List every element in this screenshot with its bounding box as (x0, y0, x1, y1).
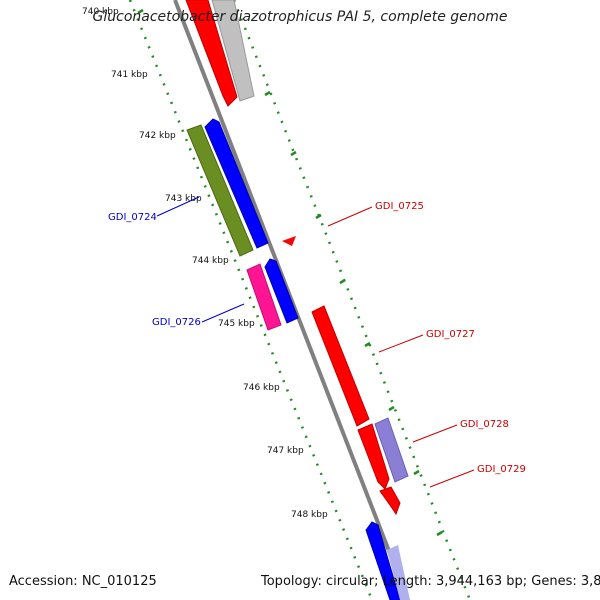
ruler-label: 740 kbp (82, 7, 119, 17)
gene-blue-long (204, 118, 269, 249)
gene-red-mid (357, 423, 390, 490)
ruler-label: 747 kbp (267, 446, 304, 456)
gene-lilac-bottom (387, 545, 410, 600)
gene-red-top (185, 0, 238, 107)
gene-red-long (311, 305, 370, 427)
forward-strand-genes (311, 305, 410, 600)
ruler-label: 746 kbp (243, 383, 280, 393)
ruler-label: 742 kbp (139, 131, 176, 141)
gene-red-marker (282, 236, 296, 246)
ruler-labels: 740 kbp 741 kbp 742 kbp 743 kbp 744 kbp … (82, 7, 328, 520)
gene-label-gdi-0725[interactable]: GDI_0725 (375, 201, 424, 212)
gene-label-gdi-0729[interactable]: GDI_0729 (477, 464, 526, 475)
ruler-label: 744 kbp (192, 256, 229, 266)
ruler-label: 745 kbp (218, 319, 255, 329)
gene-label-gdi-0728[interactable]: GDI_0728 (460, 419, 509, 430)
accession-text: Accession: NC_010125 (9, 574, 157, 589)
gene-purple (374, 417, 409, 483)
map-title: Gluconacetobacter diazotrophicus PAI 5, … (92, 9, 508, 25)
gene-blue-short (264, 258, 299, 324)
ruler-label: 748 kbp (291, 510, 328, 520)
label-leaders (156, 196, 475, 488)
ruler-label: 743 kbp (165, 194, 202, 204)
ruler-ticks (137, 8, 443, 537)
gene-labels: GDI_0724 GDI_0726 GDI_0725 GDI_0727 GDI_… (108, 201, 526, 475)
gene-label-gdi-0726[interactable]: GDI_0726 (152, 317, 201, 328)
gene-magenta (246, 263, 282, 331)
reverse-strand-genes (185, 0, 299, 331)
gene-label-gdi-0727[interactable]: GDI_0727 (426, 329, 475, 340)
gene-blue-bottom (365, 521, 401, 600)
genome-summary-text: Topology: circular; Length: 3,944,163 bp… (261, 574, 600, 589)
gene-green (186, 124, 254, 257)
gene-label-gdi-0724[interactable]: GDI_0724 (108, 212, 157, 223)
ruler-label: 741 kbp (111, 70, 148, 80)
gene-red-small (379, 486, 401, 516)
gene-grey-top (211, 0, 255, 102)
